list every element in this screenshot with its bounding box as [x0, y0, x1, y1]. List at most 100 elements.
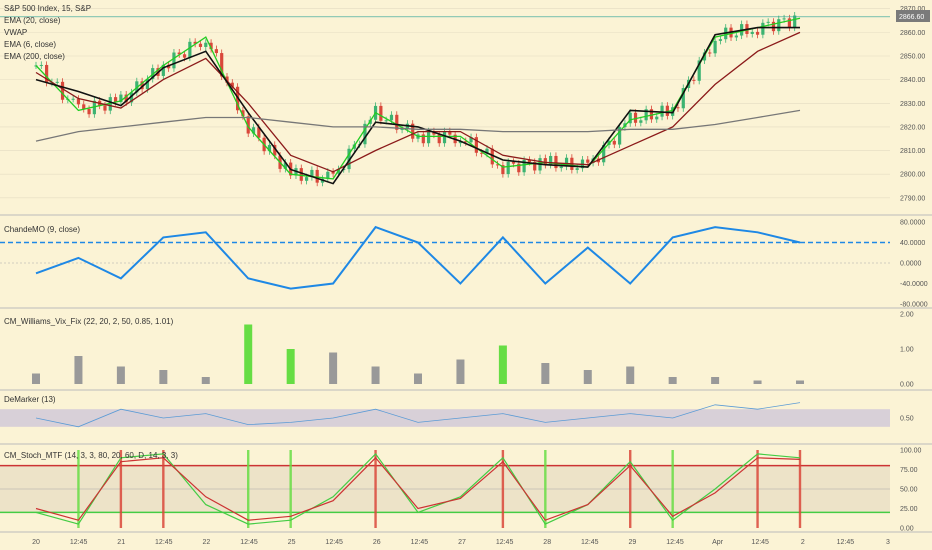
candle-body [506, 161, 510, 175]
stoch-tick: 100.00 [900, 448, 922, 455]
vix-bar [796, 380, 804, 384]
candle-body [469, 137, 473, 143]
candle-body [522, 159, 526, 173]
stoch-signal-bar [374, 450, 377, 528]
candle-body [533, 161, 537, 171]
price-tick: 2790.00 [900, 195, 925, 202]
legend-ema20: EMA (20, close) [4, 16, 61, 25]
candle-body [564, 157, 569, 167]
candle-body [517, 163, 521, 173]
vix-bar [456, 359, 465, 384]
series-line [35, 31, 801, 173]
vix-tick: 2.00 [900, 312, 914, 319]
vix-bar [286, 349, 295, 384]
stoch-signal-bar [289, 450, 292, 528]
vix-bar [116, 366, 125, 384]
candle-body [145, 78, 150, 90]
candle-body [549, 155, 553, 165]
time-tick: Apr [712, 539, 724, 546]
price-tick: 2840.00 [900, 77, 925, 84]
demarker-tick: 0.50 [900, 416, 914, 423]
candle-body [697, 60, 701, 81]
candle-body [559, 166, 563, 169]
candle-body [708, 52, 712, 54]
legend-ema6: EMA (6, close) [4, 40, 56, 49]
time-tick: 12:45 [411, 539, 429, 546]
candle-body [363, 123, 367, 145]
chande-panel[interactable]: 80.0000 40.0000 0.0000 -40.0000 -80.0000 [0, 220, 932, 309]
candle-body [326, 171, 330, 179]
candle-body [299, 168, 303, 181]
candle-body [241, 110, 245, 117]
candle-body [458, 141, 463, 144]
candle-body [427, 131, 431, 144]
stoch-panel[interactable]: 100.00 75.00 50.00 25.00 0.00 [0, 448, 922, 533]
series-line [35, 109, 801, 142]
candle-body [511, 161, 516, 164]
candle-body [193, 41, 197, 44]
chande-label: ChandeMO (9, close) [4, 225, 80, 234]
candle-body [442, 131, 447, 144]
price-tick: 2810.00 [900, 148, 925, 155]
vix-bar [201, 377, 210, 384]
candle-body [220, 53, 224, 77]
candle-body [692, 79, 696, 81]
candle-body [45, 64, 49, 83]
candle-body [586, 159, 590, 163]
candle-body [602, 144, 606, 163]
time-tick: 25 [288, 539, 296, 546]
candle-body [103, 105, 107, 111]
candle-body [660, 105, 664, 117]
vix-bar [371, 366, 380, 384]
candle-body [384, 120, 388, 122]
candle-body [124, 94, 128, 103]
time-tick: 26 [373, 539, 381, 546]
candle-body [304, 177, 309, 181]
time-tick: 12:45 [155, 539, 173, 546]
candle-body [501, 165, 505, 175]
stoch-signal-bar [756, 450, 759, 528]
time-tick: 21 [117, 539, 125, 546]
time-tick: 12:45 [751, 539, 769, 546]
candle-body [257, 127, 261, 138]
candle-body [750, 31, 754, 34]
demarker-band [0, 409, 890, 427]
vix-bar [668, 377, 677, 384]
time-tick: 2 [801, 539, 805, 546]
candle-body [766, 21, 770, 23]
vix-bar [541, 363, 550, 384]
vix-bar [498, 345, 507, 384]
vix-bar [244, 324, 253, 384]
stoch-k-line [35, 452, 801, 525]
candle-body [649, 109, 654, 120]
candle-body [665, 105, 669, 116]
stoch-signal-bar [671, 450, 674, 528]
price-tick: 2850.00 [900, 54, 925, 61]
stoch-tick: 0.00 [900, 526, 914, 533]
candle-body [761, 22, 765, 35]
time-axis[interactable]: 20 12:45 21 12:45 22 12:45 25 12:45 26 12:45 27 12:… [0, 531, 932, 546]
price-panel[interactable]: 2870.00 2860.00 2850.00 2840.00 2830.00 2820.… [0, 6, 932, 216]
candle-body [485, 148, 489, 154]
candle-body [713, 40, 717, 54]
candle-body [119, 94, 123, 103]
candle-body [676, 107, 680, 109]
stoch-signal-bar [798, 450, 802, 528]
stoch-signal-bar [544, 450, 547, 528]
time-tick: 29 [629, 539, 637, 546]
candle-body [480, 152, 484, 154]
candle-body [161, 64, 165, 76]
candle-body [554, 155, 558, 169]
stoch-signal-bar [119, 450, 123, 528]
vix-bar [159, 370, 168, 384]
stoch-tick: 50.00 [900, 487, 918, 494]
demarker-panel[interactable]: 0.50 [0, 402, 932, 445]
candle-body [251, 127, 256, 134]
candle-body [225, 76, 229, 83]
candle-body [182, 54, 187, 58]
demarker-label: DeMarker (13) [4, 395, 56, 404]
vix-fix-panel[interactable]: 2.00 1.00 0.00 [0, 312, 932, 391]
candle-body [787, 18, 791, 28]
stoch-signal-bar [501, 450, 505, 528]
